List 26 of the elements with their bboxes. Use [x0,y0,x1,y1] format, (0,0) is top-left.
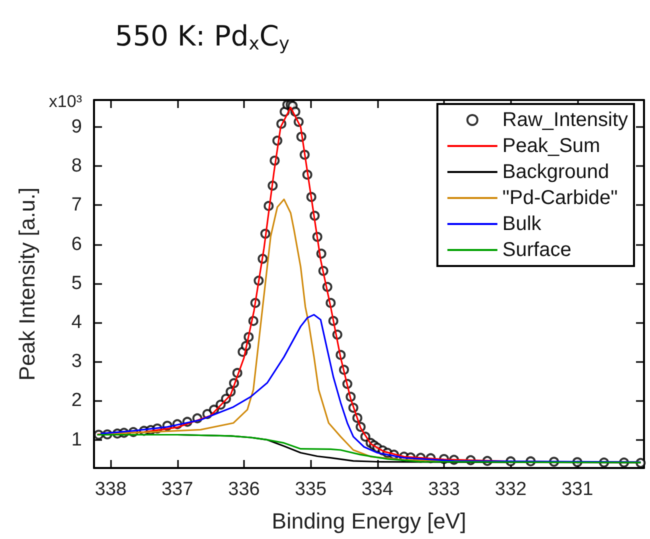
x-tick-label: 338 [94,479,127,500]
y-tick-label: 9 [71,116,82,138]
y-tick-label: 8 [71,156,82,177]
legend-label: Surface [502,239,572,261]
y-tick-label: 1 [71,429,82,450]
x-tick-label: 336 [228,479,260,500]
x-tick-label: 335 [294,479,327,500]
legend-label: "Pd-Carbide" [502,187,618,209]
x-axis-title: Binding Energy [eV] [272,508,466,534]
y-tick-label: 7 [71,194,82,216]
x-tick-label: 332 [494,479,527,500]
y-tick-label: 6 [71,234,82,255]
x-tick-label: 334 [361,479,394,500]
y-tick-label: 3 [71,351,82,372]
legend-label: Background [502,161,610,183]
y-tick-label: 5 [71,272,82,294]
y-axis-title: Peak Intensity [a.u.] [14,187,40,381]
legend-label: Bulk [502,213,542,235]
y-tick-label: 4 [71,312,82,334]
y-tick-label: 2 [71,390,82,412]
x-tick-label: 333 [428,479,460,500]
x-tick-label: 331 [561,479,594,500]
x-tick-label: 337 [161,479,194,500]
text: x10³ [48,92,82,111]
legend-label: Peak_Sum [502,135,600,157]
legend-label: Raw_Intensity [502,109,628,131]
